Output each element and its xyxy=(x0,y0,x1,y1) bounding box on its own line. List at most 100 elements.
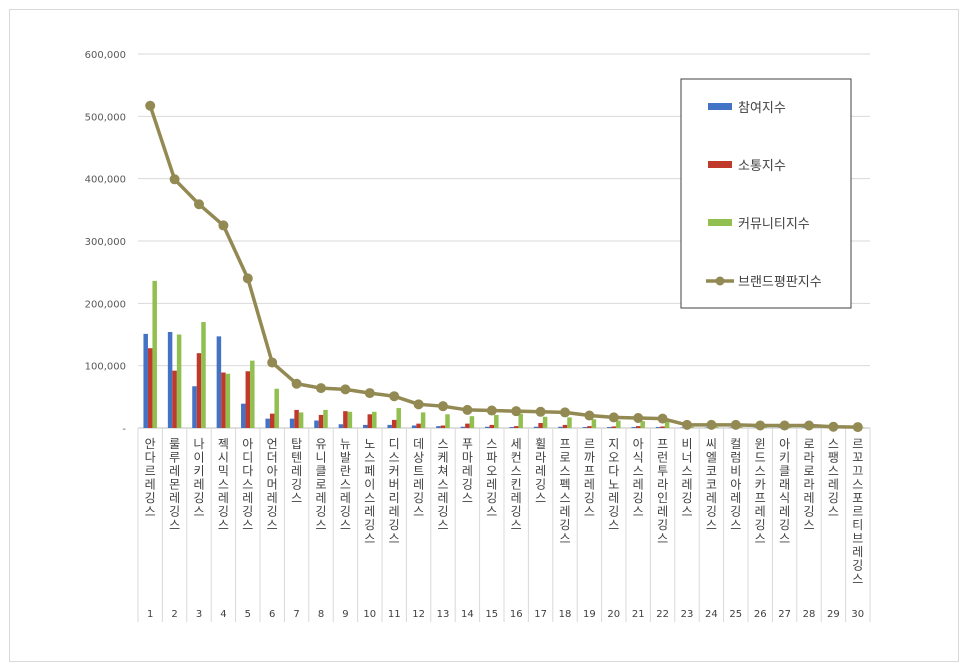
rank-label-15: 15 xyxy=(485,609,498,620)
bar-2-20 xyxy=(611,426,617,428)
bar-2-12 xyxy=(416,423,421,428)
line-point-7 xyxy=(291,378,302,389)
bar-1-22 xyxy=(655,427,661,428)
bar-3-24 xyxy=(713,426,719,428)
line-point-19 xyxy=(584,410,595,421)
bar-2-2 xyxy=(172,370,177,428)
bar-1-21 xyxy=(631,427,636,428)
legend-swatch-1 xyxy=(708,103,732,110)
bar-3-7 xyxy=(298,412,304,428)
line-point-18 xyxy=(560,407,570,418)
y-tick-label: - xyxy=(122,424,126,435)
bar-1-15 xyxy=(485,426,490,428)
line-point-3 xyxy=(194,199,204,210)
rank-label-11: 11 xyxy=(388,609,401,620)
y-tick-label: 600,000 xyxy=(85,50,126,61)
y-tick-label: 300,000 xyxy=(85,237,126,248)
line-point-22 xyxy=(657,413,668,424)
rank-label-13: 13 xyxy=(437,609,450,620)
bar-1-27 xyxy=(777,427,783,429)
rank-label-9: 9 xyxy=(342,609,348,620)
bar-3-9 xyxy=(347,411,353,428)
rank-label-6: 6 xyxy=(269,609,275,620)
bar-1-25 xyxy=(729,427,734,429)
bar-3-17 xyxy=(542,416,548,428)
rank-label-30: 30 xyxy=(851,609,864,620)
bar-2-9 xyxy=(343,411,348,428)
bar-1-17 xyxy=(533,426,539,428)
bar-1-5 xyxy=(241,403,246,428)
bar-1-11 xyxy=(387,424,392,428)
legend-label-4: 브랜드평판지수 xyxy=(738,275,822,290)
bar-1-13 xyxy=(436,426,441,428)
legend-swatch-3 xyxy=(708,219,732,226)
rank-label-17: 17 xyxy=(534,609,547,620)
bar-3-18 xyxy=(567,417,572,428)
bar-1-28 xyxy=(802,427,807,429)
rank-label-27: 27 xyxy=(778,609,791,620)
line-point-11 xyxy=(389,391,400,402)
bar-3-14 xyxy=(469,416,475,428)
bar-3-6 xyxy=(274,388,279,428)
bar-3-4 xyxy=(225,373,231,428)
bar-2-11 xyxy=(391,419,397,428)
legend-label-2: 소통지수 xyxy=(738,159,786,174)
line-point-16 xyxy=(511,406,522,417)
bar-1-9 xyxy=(338,424,344,428)
y-tick-label: 200,000 xyxy=(85,299,126,310)
line-point-2 xyxy=(169,174,180,185)
bar-1-24 xyxy=(704,427,710,429)
bar-3-19 xyxy=(591,419,597,428)
rank-label-3: 3 xyxy=(196,609,202,620)
bar-1-10 xyxy=(363,424,368,428)
bar-1-7 xyxy=(289,418,295,428)
line-point-4 xyxy=(218,220,229,231)
bar-2-22 xyxy=(660,426,665,428)
rank-label-4: 4 xyxy=(220,609,226,620)
bar-3-10 xyxy=(372,411,377,428)
line-point-30 xyxy=(852,422,863,433)
line-point-20 xyxy=(608,412,619,423)
bar-3-23 xyxy=(689,426,694,428)
rank-label-28: 28 xyxy=(803,609,816,620)
line-point-8 xyxy=(316,383,326,394)
bar-2-13 xyxy=(440,425,446,428)
bar-3-5 xyxy=(250,360,255,428)
bar-1-12 xyxy=(411,425,417,428)
bar-2-18 xyxy=(562,424,568,428)
legend-box xyxy=(680,78,852,309)
bar-1-20 xyxy=(607,427,612,428)
legend-marker xyxy=(715,276,725,286)
bar-1-26 xyxy=(753,427,758,429)
bar-2-7 xyxy=(294,409,299,428)
legend-label-1: 참여지수 xyxy=(738,101,786,116)
bar-3-13 xyxy=(445,414,450,428)
y-tick-label: 100,000 xyxy=(85,362,126,373)
rank-label-22: 22 xyxy=(656,609,669,620)
bar-2-19 xyxy=(587,426,592,428)
line-point-17 xyxy=(535,406,546,417)
bar-2-14 xyxy=(465,423,470,428)
line-point-10 xyxy=(364,388,375,399)
rank-label-23: 23 xyxy=(681,609,694,620)
